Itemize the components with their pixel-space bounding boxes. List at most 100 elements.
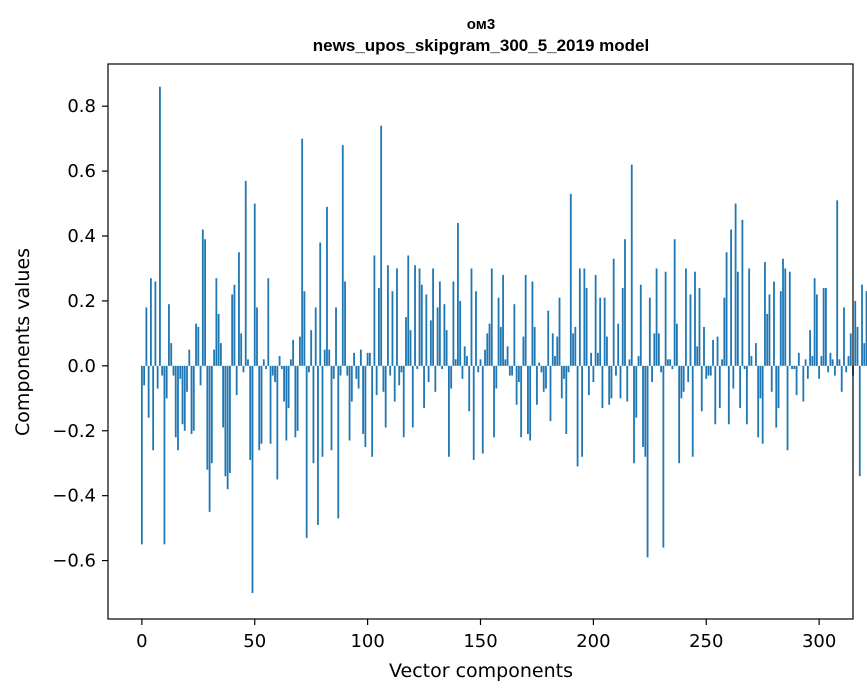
bar <box>346 365 349 376</box>
bar <box>472 365 475 460</box>
bar <box>545 365 547 389</box>
bar <box>865 291 867 366</box>
bar <box>788 271 791 366</box>
bar <box>725 252 728 366</box>
bar <box>224 365 227 477</box>
bar <box>278 356 281 366</box>
bar <box>655 268 658 366</box>
bar <box>549 365 552 422</box>
bar <box>660 365 663 373</box>
y-axis-label: Components values <box>12 248 34 436</box>
bar <box>551 333 554 366</box>
bar <box>718 365 721 409</box>
bar <box>671 365 674 370</box>
bar <box>294 365 297 438</box>
bar <box>698 287 701 366</box>
bar <box>813 278 816 366</box>
bar <box>576 365 579 467</box>
y-tick-label: −0.2 <box>52 421 96 442</box>
bar <box>619 365 622 399</box>
bar <box>229 365 231 473</box>
bar <box>508 365 511 376</box>
bar <box>475 291 477 366</box>
bar <box>793 365 796 370</box>
bar <box>669 359 672 366</box>
bar <box>773 281 775 366</box>
bar <box>418 268 421 366</box>
bar <box>569 193 572 366</box>
bar <box>723 297 726 366</box>
bar <box>344 281 346 366</box>
bar <box>461 365 464 379</box>
bar <box>242 365 245 373</box>
bar <box>330 365 333 451</box>
x-tick-label: 200 <box>576 631 610 652</box>
bar <box>524 274 527 366</box>
bar <box>529 365 532 441</box>
chart-title: ом3 <box>467 16 495 33</box>
bar <box>267 278 270 366</box>
y-tick-label: −0.6 <box>52 551 96 572</box>
y-tick-label: 0.6 <box>67 161 96 182</box>
bar <box>479 359 482 366</box>
bar <box>463 346 466 366</box>
bar <box>834 365 836 376</box>
bar <box>730 229 732 366</box>
bar <box>712 339 714 366</box>
bar <box>195 323 197 366</box>
bar <box>457 223 459 366</box>
bar <box>199 365 202 386</box>
bar <box>490 268 493 366</box>
bar <box>303 291 306 366</box>
bar <box>305 365 308 538</box>
bar <box>782 258 784 366</box>
bar <box>633 365 635 464</box>
bar <box>495 365 498 389</box>
bar <box>493 365 495 438</box>
bar <box>533 326 536 366</box>
bar <box>260 365 263 444</box>
bar <box>154 281 157 366</box>
bars-group <box>140 86 867 594</box>
bar <box>253 203 256 366</box>
bar <box>375 365 378 396</box>
bar <box>572 333 574 366</box>
bar <box>531 281 534 366</box>
bar <box>317 365 319 525</box>
bar <box>188 349 191 366</box>
bar <box>836 200 839 366</box>
bar <box>797 352 800 366</box>
bar <box>168 304 170 366</box>
bar <box>739 365 742 409</box>
bar <box>511 365 514 376</box>
bar <box>147 365 150 418</box>
bar <box>247 359 249 366</box>
bar <box>554 356 556 366</box>
bar <box>402 365 405 438</box>
bar <box>696 346 699 366</box>
bar <box>592 365 595 383</box>
bar <box>283 365 285 402</box>
bar <box>603 297 606 366</box>
bar <box>172 365 175 376</box>
bar <box>599 297 602 366</box>
bar <box>452 281 455 366</box>
bar <box>827 365 830 373</box>
bar <box>450 365 453 389</box>
bar <box>515 365 518 405</box>
bar <box>770 365 773 392</box>
bar <box>601 365 604 409</box>
bar <box>210 365 213 464</box>
bar <box>274 365 276 383</box>
x-tick-label: 100 <box>350 631 384 652</box>
bar <box>606 336 608 366</box>
bar <box>748 268 751 366</box>
bar <box>768 294 771 366</box>
bar <box>285 365 288 441</box>
bar <box>502 274 504 366</box>
bar <box>335 307 337 366</box>
bar <box>323 349 326 366</box>
bar <box>289 359 292 366</box>
bar <box>152 365 155 451</box>
bar <box>818 365 821 379</box>
